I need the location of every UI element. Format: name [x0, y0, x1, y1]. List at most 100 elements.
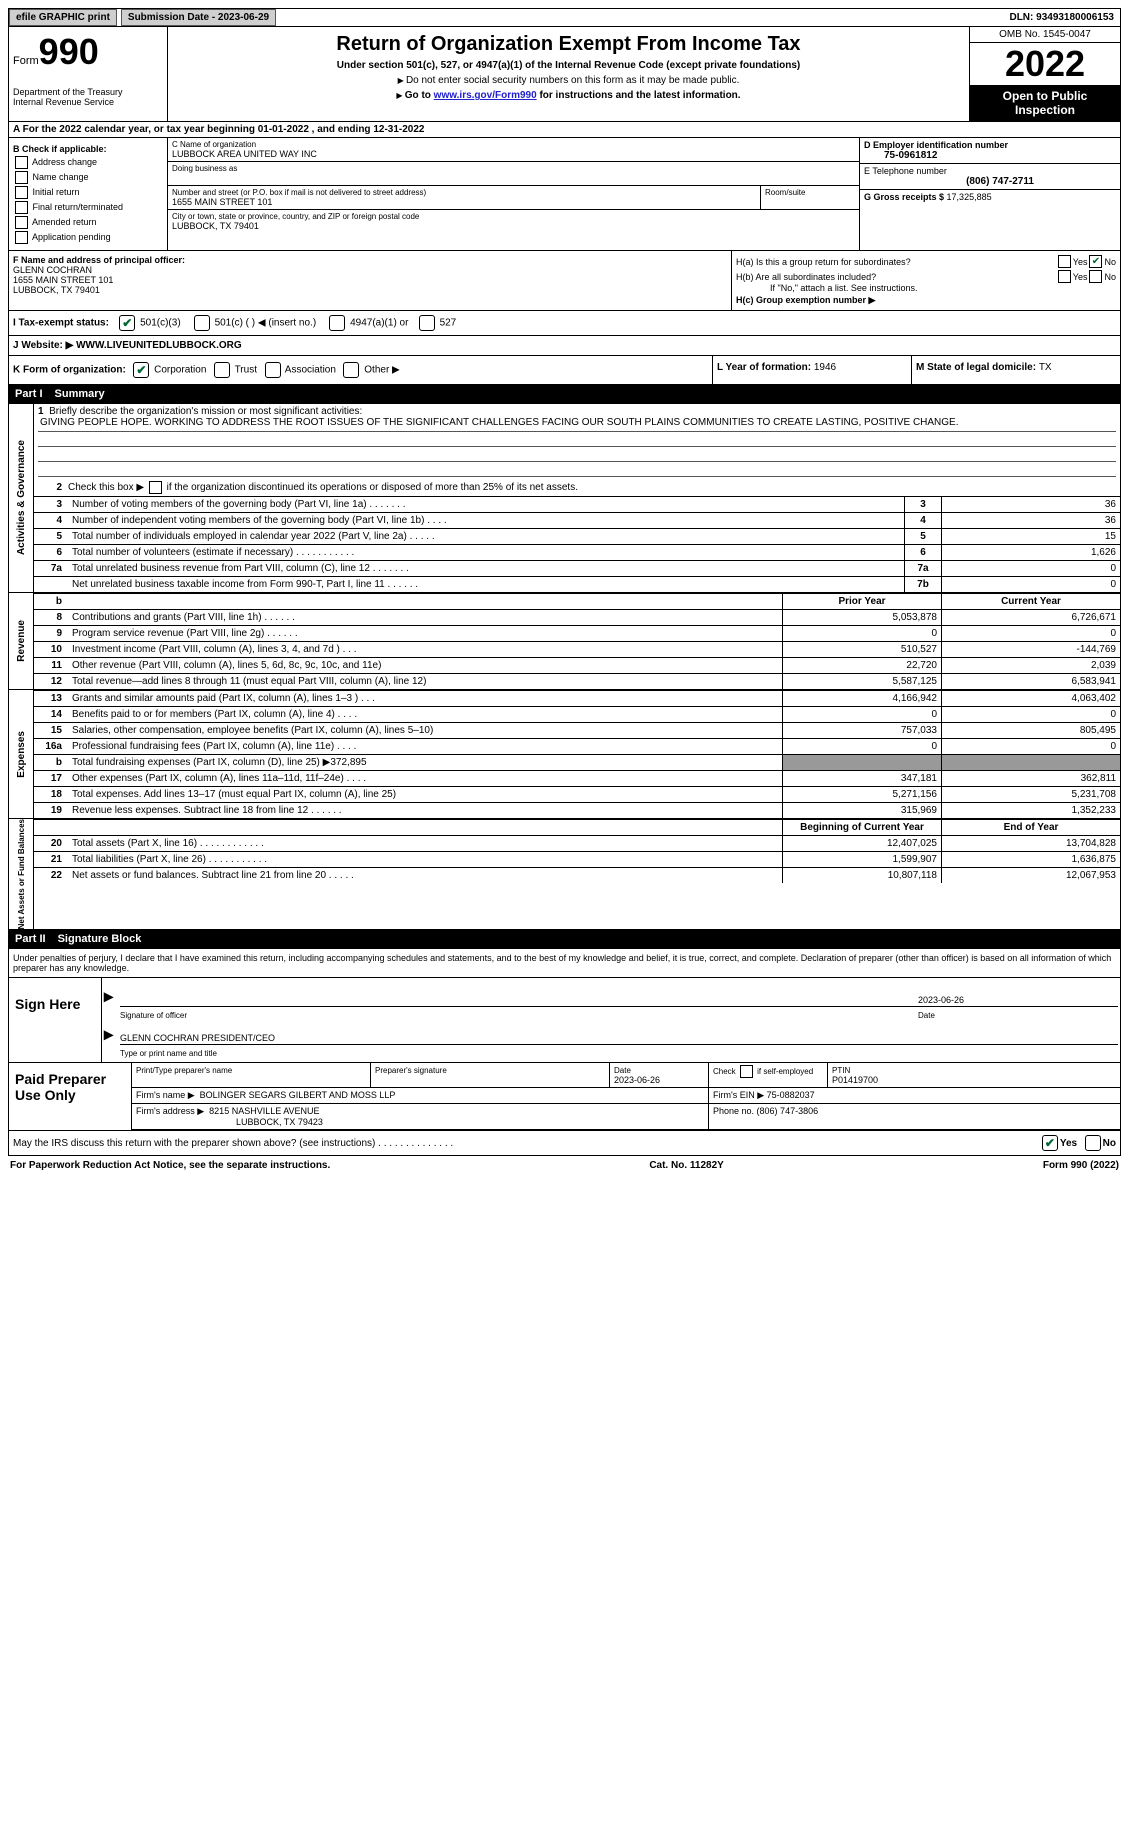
row-i: I Tax-exempt status: 501(c)(3) 501(c) ( … — [8, 311, 1121, 336]
line-num: 17 — [34, 771, 68, 787]
dln-label: DLN: 93493180006153 — [1003, 10, 1120, 25]
prior-year-header: Prior Year — [783, 594, 942, 610]
prior-year-value: 5,053,878 — [783, 610, 942, 626]
line-num: 3 — [34, 497, 68, 513]
ptin-value: P01419700 — [832, 1075, 878, 1085]
line-text: Number of independent voting members of … — [68, 513, 905, 529]
current-year-value: 5,231,708 — [942, 787, 1121, 803]
current-year-value: 1,352,233 — [942, 803, 1121, 819]
l2-checkbox[interactable] — [149, 481, 162, 494]
prior-year-value: 10,807,118 — [783, 868, 942, 884]
org-city: LUBBOCK, TX 79401 — [172, 221, 855, 231]
line-num: 12 — [34, 674, 68, 690]
topbar: efile GRAPHIC print Submission Date - 20… — [8, 8, 1121, 27]
line-value: 15 — [942, 529, 1121, 545]
line-text: Total number of volunteers (estimate if … — [68, 545, 905, 561]
sig-caret-icon-2: ▸ — [104, 1024, 120, 1045]
section-b: B Check if applicable: Address change Na… — [9, 138, 168, 250]
line-text: Salaries, other compensation, employee b… — [68, 723, 783, 739]
section-activities: Activities & Governance 1 Briefly descri… — [8, 404, 1121, 593]
hb-no[interactable] — [1089, 270, 1102, 283]
chk-name-change[interactable] — [15, 171, 28, 184]
current-year-header: Current Year — [942, 594, 1121, 610]
line-num: 14 — [34, 707, 68, 723]
chk-application-pending[interactable] — [15, 231, 28, 244]
line-box: 4 — [905, 513, 942, 529]
chk-final-return[interactable] — [15, 201, 28, 214]
sig-caret-icon: ▸ — [104, 986, 120, 1007]
line-value: 36 — [942, 513, 1121, 529]
i-501c[interactable] — [194, 315, 210, 331]
prior-year-value: 5,271,156 — [783, 787, 942, 803]
row-a: A For the 2022 calendar year, or tax yea… — [8, 122, 1121, 138]
firm-phone: (806) 747-3806 — [757, 1106, 819, 1116]
k-corp[interactable] — [133, 362, 149, 378]
eoy-header: End of Year — [942, 820, 1121, 836]
line-text: Total fundraising expenses (Part IX, col… — [68, 755, 783, 771]
org-name: LUBBOCK AREA UNITED WAY INC — [172, 149, 855, 159]
phone-value: (806) 747-2711 — [864, 176, 1116, 187]
section-c: C Name of organization LUBBOCK AREA UNIT… — [168, 138, 859, 250]
chk-address-change[interactable] — [15, 156, 28, 169]
k-assoc[interactable] — [265, 362, 281, 378]
inspection-badge: Open to Public Inspection — [970, 85, 1120, 121]
line-num: 9 — [34, 626, 68, 642]
firm-ein: 75-0882037 — [767, 1090, 815, 1100]
form-title: Return of Organization Exempt From Incom… — [172, 33, 965, 56]
k-trust[interactable] — [214, 362, 230, 378]
part-ii-header: Part II Signature Block — [8, 930, 1121, 949]
current-year-value: 12,067,953 — [942, 868, 1121, 884]
line-box: 5 — [905, 529, 942, 545]
signer-name: GLENN COCHRAN PRESIDENT/CEO — [120, 1033, 1118, 1045]
chk-initial-return[interactable] — [15, 186, 28, 199]
i-527[interactable] — [419, 315, 435, 331]
line-text: Grants and similar amounts paid (Part IX… — [68, 691, 783, 707]
line-num: 5 — [34, 529, 68, 545]
line-value: 36 — [942, 497, 1121, 513]
irs-link[interactable]: www.irs.gov/Form990 — [434, 90, 537, 101]
current-year-value: 0 — [942, 739, 1121, 755]
discuss-yes[interactable] — [1042, 1135, 1058, 1151]
line-value: 1,626 — [942, 545, 1121, 561]
shaded-cell — [942, 755, 1121, 771]
officer-name: GLENN COCHRAN — [13, 265, 727, 275]
prior-year-value: 757,033 — [783, 723, 942, 739]
line-num: 11 — [34, 658, 68, 674]
ha-no[interactable] — [1089, 255, 1102, 268]
form-header: Form990 Department of the Treasury Inter… — [8, 27, 1121, 122]
self-employed-chk[interactable] — [740, 1065, 753, 1078]
prior-year-value: 4,166,942 — [783, 691, 942, 707]
line-text: Net unrelated business taxable income fr… — [68, 577, 905, 593]
i-4947[interactable] — [329, 315, 345, 331]
line-box: 6 — [905, 545, 942, 561]
section-netassets: Net Assets or Fund Balances Beginning of… — [8, 819, 1121, 930]
line-box: 3 — [905, 497, 942, 513]
current-year-value: 6,726,671 — [942, 610, 1121, 626]
line-num: 13 — [34, 691, 68, 707]
submission-button[interactable]: Submission Date - 2023-06-29 — [121, 9, 276, 26]
line-num: 19 — [34, 803, 68, 819]
form-subtitle-3: Go to www.irs.gov/Form990 for instructio… — [172, 90, 965, 101]
line-num: 16a — [34, 739, 68, 755]
line-num: 10 — [34, 642, 68, 658]
line-num — [34, 577, 68, 593]
line-text: Total liabilities (Part X, line 26) . . … — [68, 852, 783, 868]
sign-block: Sign Here ▸ 2023-06-26 Signature of offi… — [8, 978, 1121, 1063]
k-other[interactable] — [343, 362, 359, 378]
line-num: 18 — [34, 787, 68, 803]
efile-button[interactable]: efile GRAPHIC print — [9, 9, 117, 26]
section-expenses: Expenses 13 Grants and similar amounts p… — [8, 690, 1121, 819]
ha-yes[interactable] — [1058, 255, 1071, 268]
line-text: Total expenses. Add lines 13–17 (must eq… — [68, 787, 783, 803]
line-num: 8 — [34, 610, 68, 626]
chk-amended-return[interactable] — [15, 216, 28, 229]
prior-year-value: 347,181 — [783, 771, 942, 787]
i-501c3[interactable] — [119, 315, 135, 331]
ein-value: 75-0961812 — [864, 150, 1116, 161]
discuss-no[interactable] — [1085, 1135, 1101, 1151]
line-text: Total number of individuals employed in … — [68, 529, 905, 545]
row-j: J Website: ▶ WWW.LIVEUNITEDLUBBOCK.ORG — [8, 336, 1121, 356]
hb-yes[interactable] — [1058, 270, 1071, 283]
shaded-cell — [783, 755, 942, 771]
mission-text: GIVING PEOPLE HOPE. WORKING TO ADDRESS T… — [38, 417, 1116, 432]
